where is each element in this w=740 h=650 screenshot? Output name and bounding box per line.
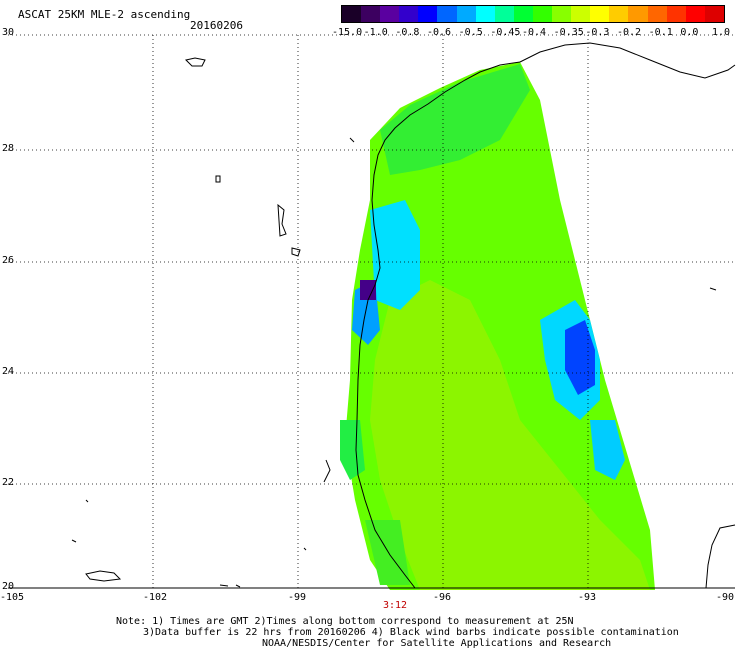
colorbar-segment bbox=[456, 6, 476, 22]
colorbar-tick-label: 0.0 bbox=[680, 27, 699, 38]
note-line-2: 3)Data buffer is 22 hrs from 20160206 4)… bbox=[143, 627, 679, 638]
lat-label-30: 30 bbox=[2, 27, 15, 38]
colorbar-tick-label: 1.0 bbox=[712, 27, 731, 38]
map-title: ASCAT 25KM MLE-2 ascending bbox=[18, 8, 191, 21]
lon-label-90: -90 bbox=[716, 592, 735, 603]
colorbar-segment bbox=[399, 6, 419, 22]
data-swath bbox=[340, 62, 655, 590]
colorbar-segment bbox=[552, 6, 572, 22]
colorbar-segment bbox=[513, 6, 533, 22]
colorbar-tick-label: -0.4 bbox=[522, 27, 547, 38]
colorbar-segment bbox=[494, 6, 514, 22]
map-date: 20160206 bbox=[190, 19, 243, 32]
inland-features bbox=[71, 57, 717, 588]
note-line-3: NOAA/NESDIS/Center for Satellite Applica… bbox=[262, 638, 612, 649]
lat-lon-grid bbox=[8, 34, 735, 588]
colorbar-segment bbox=[685, 6, 705, 22]
colorbar-tick-label: -0.1 bbox=[648, 27, 673, 38]
lon-label-102: -102 bbox=[143, 592, 168, 603]
colorbar-tick-label: -0.5 bbox=[458, 27, 483, 38]
colorbar-segment bbox=[342, 6, 362, 22]
colorbar-tick-label: -0.35 bbox=[553, 27, 584, 38]
colorbar-segment bbox=[380, 6, 400, 22]
note-line-1: Note: 1) Times are GMT 2)Times along bot… bbox=[116, 616, 574, 627]
lon-label-96: -96 bbox=[433, 592, 452, 603]
colorbar-segment bbox=[418, 6, 438, 22]
colorbar-tick-label: -15.0 bbox=[332, 27, 363, 38]
colorbar-tick-label: -0.45 bbox=[490, 27, 521, 38]
colorbar-tick-label: -0.3 bbox=[585, 27, 610, 38]
colorbar-segment bbox=[361, 6, 381, 22]
colorbar-segment bbox=[571, 6, 591, 22]
colorbar-segment bbox=[590, 6, 610, 22]
colorbar-segment bbox=[609, 6, 629, 22]
colorbar-segment bbox=[647, 6, 667, 22]
colorbar-tick-label: -0.8 bbox=[395, 27, 420, 38]
colorbar-segment bbox=[628, 6, 648, 22]
coastline bbox=[355, 42, 736, 589]
colorbar-tick-label: -1.0 bbox=[363, 27, 388, 38]
pass-time: 3:12 bbox=[383, 600, 408, 611]
lon-label-93: -93 bbox=[578, 592, 597, 603]
colorbar-tick-label: -0.6 bbox=[427, 27, 452, 38]
colorbar-segment bbox=[532, 6, 553, 22]
colorbar bbox=[341, 5, 725, 23]
lon-label-105: -105 bbox=[0, 592, 25, 603]
colorbar-tick-label: -0.2 bbox=[617, 27, 642, 38]
lat-label-26: 26 bbox=[2, 255, 15, 266]
lat-label-28: 28 bbox=[2, 143, 15, 154]
lat-label-24: 24 bbox=[2, 366, 15, 377]
lon-label-99: -99 bbox=[288, 592, 307, 603]
colorbar-segment bbox=[704, 6, 724, 22]
colorbar-segment bbox=[437, 6, 457, 22]
lat-label-20: 20 bbox=[2, 581, 15, 592]
colorbar-segment bbox=[475, 6, 495, 22]
lat-label-22: 22 bbox=[2, 477, 15, 488]
colorbar-segment bbox=[666, 6, 686, 22]
